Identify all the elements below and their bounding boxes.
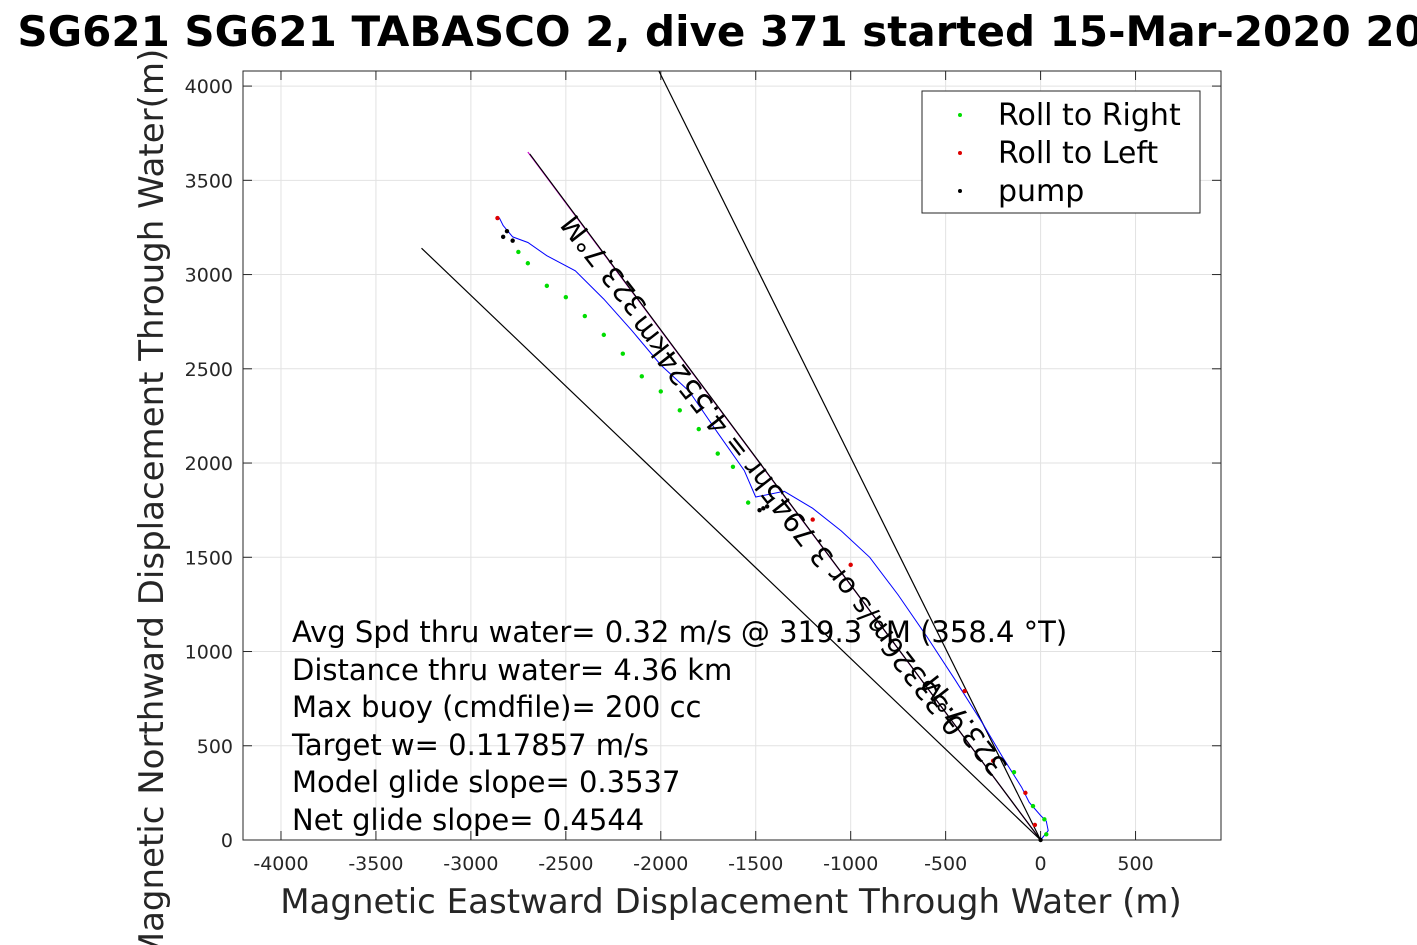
x-axis-label: Magnetic Eastward Displacement Through W… (280, 882, 1182, 922)
stats-annotation: Avg Spd thru water= 0.32 m/s @ 319.3 °M … (291, 615, 1067, 837)
roll-left-point (1032, 822, 1038, 828)
axis-ticks: -4000 -3500 -3000 -2500 -2000 -1500 -1000 -500 0… (185, 71, 1221, 875)
x-tick-label: -2000 (633, 853, 688, 875)
roll-right-point (677, 408, 682, 413)
y-tick-label: 500 (197, 736, 233, 758)
annotation-target-w: Target w= 0.117857 m/s (291, 728, 649, 762)
reference-lines (421, 70, 1042, 841)
roll-right-point (1011, 769, 1017, 775)
y-tick-label: 2000 (185, 453, 233, 475)
roll-markers (495, 215, 1049, 843)
legend-label-roll-left: Roll to Left (998, 136, 1158, 171)
roll-left-point (848, 562, 853, 568)
x-tick-label: -4000 (253, 853, 308, 875)
y-tick-label: 3500 (185, 170, 233, 192)
inner-line (529, 153, 1042, 841)
legend-marker-roll-right (958, 113, 962, 117)
roll-right-point (516, 249, 521, 255)
legend-label-roll-right: Roll to Right (998, 98, 1181, 133)
x-tick-label: 500 (1117, 853, 1153, 875)
roll-left-point (810, 517, 815, 522)
roll-right-point (745, 500, 751, 505)
roll-right-point (620, 351, 626, 356)
y-tick-label: 1000 (185, 642, 233, 664)
plot-area (242, 70, 1222, 841)
x-tick-label: -1000 (823, 853, 878, 875)
pump-point (504, 229, 510, 234)
roll-right-point (601, 332, 607, 338)
roll-right-point (639, 374, 644, 379)
x-tick-label: -1500 (728, 853, 783, 875)
pump-point (761, 506, 766, 511)
y-axis-label: Magnetic Northward Displacement Through … (132, 49, 172, 945)
pump-point (764, 504, 770, 509)
annotation-distance: Distance thru water= 4.36 km (292, 653, 732, 687)
right-wedge-line (658, 70, 1042, 841)
x-tick-label: -2500 (538, 853, 593, 875)
roll-right-point (715, 451, 720, 456)
x-tick-label: -500 (924, 853, 967, 875)
x-tick-label: 0 (1035, 853, 1047, 875)
roll-right-point (696, 426, 701, 432)
x-tick-label: -3000 (443, 853, 498, 875)
legend: Roll to Right Roll to Left pump (921, 90, 1201, 214)
annotation-net-glide: Net glide slope= 0.4544 (292, 803, 644, 837)
roll-right-point (582, 313, 588, 319)
roll-right-point (658, 389, 663, 394)
chart-title: SG621 SG621 TABASCO 2, dive 371 started … (17, 7, 1417, 56)
annotation-max-buoy: Max buoy (cmdfile)= 200 cc (292, 690, 701, 724)
x-tick-label: -3500 (348, 853, 403, 875)
y-tick-label: 0 (221, 830, 233, 852)
legend-label-pump: pump (998, 174, 1084, 209)
roll-right-point (525, 261, 531, 266)
pump-point (510, 238, 515, 243)
y-tick-label: 1500 (185, 547, 233, 569)
roll-right-point (1042, 817, 1047, 822)
annotation-avg-speed: Avg Spd thru water= 0.32 m/s @ 319.3 °M … (292, 615, 1067, 649)
y-tick-label: 4000 (185, 76, 233, 98)
legend-box (921, 90, 1201, 214)
roll-right-point (1044, 832, 1049, 837)
y-tick-label: 3000 (185, 265, 233, 287)
pump-point (1038, 837, 1043, 843)
roll-right-point (730, 464, 736, 470)
roll-right-point (1030, 803, 1036, 809)
legend-marker-pump (958, 189, 962, 193)
left-wedge-line (421, 247, 1042, 841)
roll-right-point (544, 283, 550, 289)
roll-left-point (990, 758, 996, 764)
y-tick-label: 2500 (185, 359, 233, 381)
pump-point (757, 507, 762, 513)
roll-right-point (563, 294, 569, 300)
roll-left-point (962, 688, 967, 694)
legend-marker-roll-left (958, 151, 962, 155)
roll-left-point (1023, 790, 1028, 796)
annotation-model-glide: Model glide slope= 0.3537 (292, 765, 680, 799)
roll-left-point (495, 215, 500, 221)
pump-point (500, 234, 506, 240)
